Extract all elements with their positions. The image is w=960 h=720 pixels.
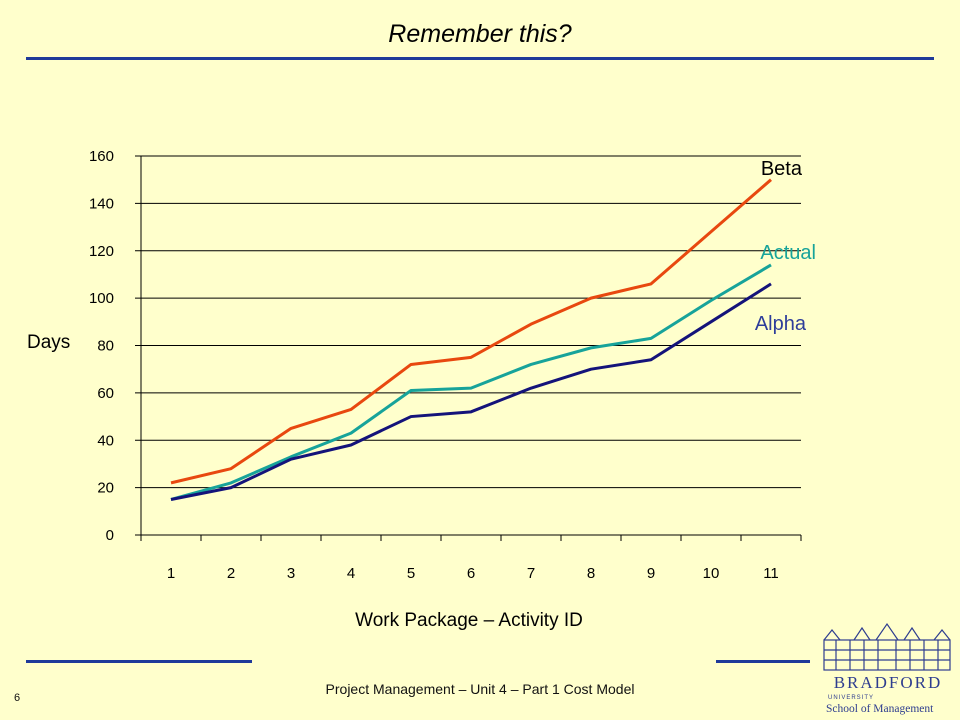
x-axis-title: Work Package – Activity ID xyxy=(355,610,583,631)
series-labels: Beta Actual Alpha xyxy=(755,158,816,335)
x-tick-label: 1 xyxy=(167,565,175,582)
x-tick-label: 2 xyxy=(227,565,235,582)
series-label-actual: Actual xyxy=(760,242,816,264)
y-tick-label: 40 xyxy=(97,432,114,449)
logo-school: School of Management xyxy=(826,703,934,715)
footer-divider-right xyxy=(716,660,810,663)
logo-university: UNIVERSITY xyxy=(828,695,874,701)
footer-text: Project Management – Unit 4 – Part 1 Cos… xyxy=(325,681,635,697)
logo-bradford: BRADFORD xyxy=(834,673,943,692)
y-tick-label: 0 xyxy=(106,527,114,544)
slide-number: 6 xyxy=(14,692,21,704)
y-tick-label: 140 xyxy=(89,195,114,212)
x-tick-label: 11 xyxy=(763,565,779,582)
series-line-beta xyxy=(170,178,772,485)
x-tick-label: 7 xyxy=(527,565,535,582)
y-tick-label: 20 xyxy=(97,480,114,497)
axes xyxy=(135,155,802,541)
x-tick-label: 5 xyxy=(407,565,415,582)
y-tick-label: 120 xyxy=(89,243,114,260)
x-tick-label: 10 xyxy=(703,565,720,582)
x-tick-labels: 1 2 3 4 5 6 7 8 9 10 11 xyxy=(167,565,779,582)
university-logo: BRADFORD UNIVERSITY School of Management xyxy=(823,622,951,715)
line-chart: 0 20 40 60 80 100 120 140 160 1 2 3 4 5 6 7 8 9 10 11 Beta… xyxy=(27,148,816,631)
y-axis-title: Days xyxy=(27,332,70,353)
x-tick-label: 3 xyxy=(287,565,295,582)
series-line-alpha xyxy=(170,282,772,501)
footer-divider-left xyxy=(26,660,252,663)
gridlines xyxy=(141,155,801,489)
x-tick-label: 6 xyxy=(467,565,475,582)
slide-title: Remember this? xyxy=(388,20,572,48)
y-tick-label: 160 xyxy=(89,148,114,165)
series-label-beta: Beta xyxy=(761,158,803,180)
series-lines xyxy=(170,178,772,501)
y-tick-label: 100 xyxy=(89,290,114,307)
series-label-alpha: Alpha xyxy=(755,313,807,335)
series-line-actual xyxy=(170,263,772,501)
y-tick-label: 80 xyxy=(97,338,114,355)
title-divider xyxy=(26,57,934,60)
building-icon xyxy=(823,622,951,671)
x-tick-label: 9 xyxy=(647,565,655,582)
y-tick-labels: 0 20 40 60 80 100 120 140 160 xyxy=(89,148,114,544)
x-tick-label: 8 xyxy=(587,565,595,582)
y-tick-label: 60 xyxy=(97,385,114,402)
x-tick-label: 4 xyxy=(347,565,355,582)
